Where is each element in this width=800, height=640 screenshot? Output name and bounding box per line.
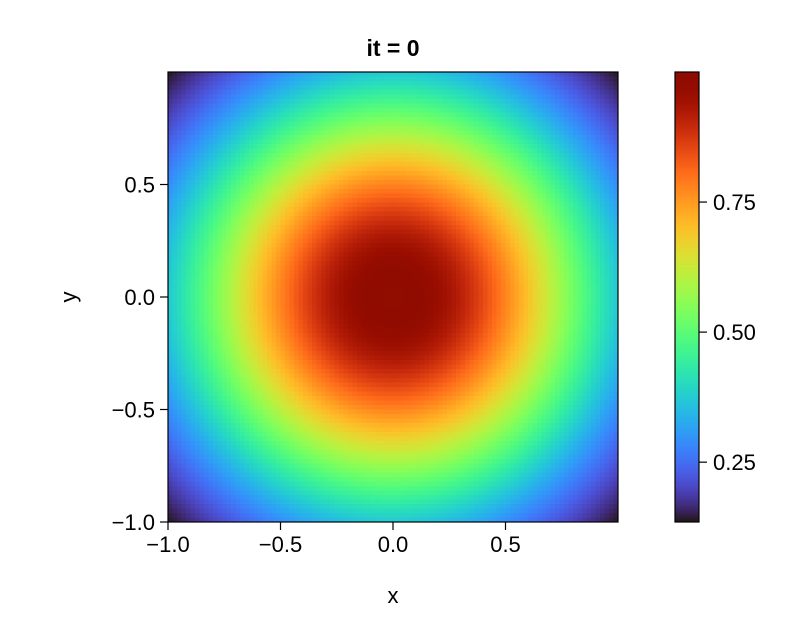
colorbar-tick-label: 0.25 — [713, 450, 756, 475]
colorbar-ticks: 0.25 0.50 0.75 — [699, 190, 756, 475]
y-axis-ticks: −1.0 −0.5 0.0 0.5 — [112, 173, 168, 535]
y-axis-label: y — [56, 292, 81, 303]
y-tick-label: 0.5 — [124, 173, 155, 198]
plot-frame — [167, 71, 619, 523]
x-tick-label: −1.0 — [146, 532, 189, 557]
x-tick-label: 0.0 — [378, 532, 409, 557]
colorbar-gradient — [675, 72, 699, 522]
colorbar-tick-label: 0.75 — [713, 190, 756, 215]
x-tick-label: −0.5 — [259, 532, 302, 557]
x-axis-label: x — [388, 583, 399, 608]
heatmap-image — [168, 72, 618, 522]
x-tick-label: 0.5 — [490, 532, 521, 557]
x-axis-ticks: −1.0 −0.5 0.0 0.5 — [146, 522, 521, 557]
y-tick-label: −0.5 — [112, 398, 155, 423]
colorbar-frame — [674, 71, 700, 523]
y-tick-label: −1.0 — [112, 510, 155, 535]
colorbar-tick-label: 0.50 — [713, 320, 756, 345]
y-tick-label: 0.0 — [124, 285, 155, 310]
chart-title: it = 0 — [366, 35, 419, 61]
